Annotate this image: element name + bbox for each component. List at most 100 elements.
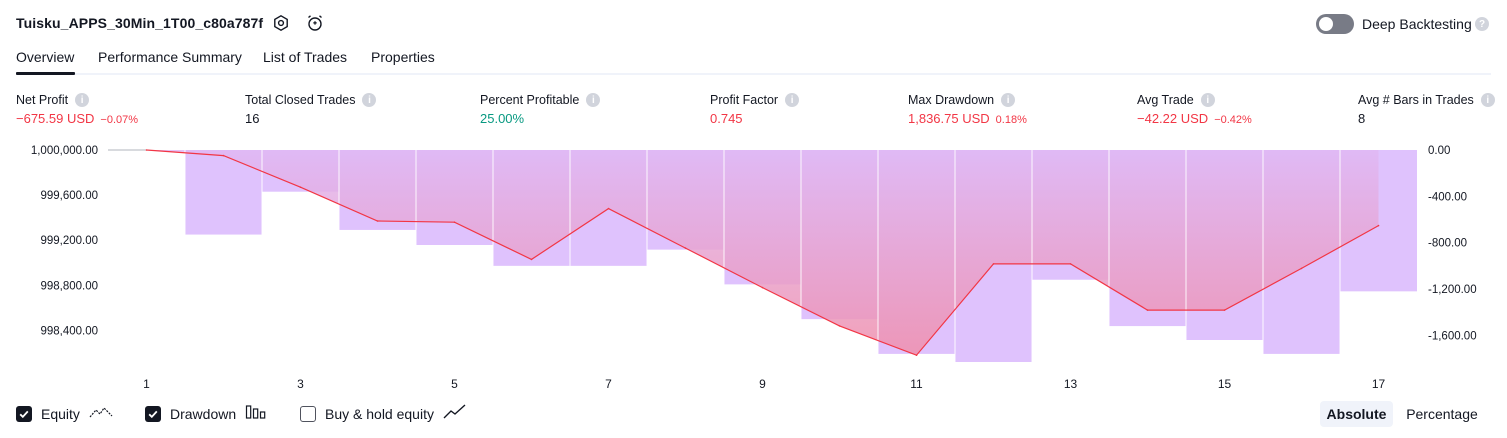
equity-point bbox=[376, 220, 379, 222]
legend-label: Equity bbox=[41, 405, 80, 422]
stat-max-drawdown: Max Drawdown i 1,836.75 USD 0.18% bbox=[908, 93, 1027, 126]
right-axis: 0.00 -400.00 -800.00 -1,200.00 -1,600.00 bbox=[1428, 145, 1477, 342]
stat-percent: 0.18% bbox=[995, 114, 1027, 126]
question-icon[interactable]: ? bbox=[1475, 17, 1489, 31]
equity-point bbox=[1377, 224, 1380, 227]
stat-label: Percent Profitable bbox=[480, 93, 580, 107]
info-icon[interactable]: i bbox=[75, 93, 90, 107]
info-icon[interactable]: i bbox=[362, 93, 377, 107]
legend-label: Drawdown bbox=[170, 405, 237, 422]
tab-performance-summary[interactable]: Performance Summary bbox=[98, 49, 242, 65]
x-axis: 1 3 5 7 9 11 13 15 17 bbox=[143, 377, 1385, 391]
gear-icon[interactable] bbox=[271, 13, 291, 33]
left-axis-tick-label: 999,600.00 bbox=[40, 190, 98, 202]
equity-area bbox=[146, 150, 1379, 356]
legend-buy-hold-equity[interactable]: Buy & hold equity bbox=[300, 403, 467, 424]
drawdown-checkbox[interactable] bbox=[145, 405, 161, 422]
equity-point bbox=[222, 154, 225, 157]
stat-value: 0.745 bbox=[710, 111, 743, 126]
x-axis-tick-label: 3 bbox=[297, 377, 304, 391]
stat-label: Total Closed Trades bbox=[245, 93, 356, 107]
info-icon[interactable]: i bbox=[785, 93, 800, 107]
strategy-header: Tuisku_APPS_30Min_1T00_c80a787f Deep Bac… bbox=[0, 0, 1507, 46]
percentage-mode-button[interactable]: Percentage bbox=[1406, 406, 1478, 422]
equity-area-fill bbox=[146, 150, 1379, 356]
x-axis-tick-label: 15 bbox=[1218, 377, 1232, 391]
equity-drawdown-chart[interactable]: 1,000,000.00 999,600.00 999,200.00 998,800.… bbox=[0, 138, 1507, 394]
stat-value: −42.22 USD bbox=[1137, 111, 1209, 126]
drawdown-bars-icon bbox=[245, 403, 267, 424]
legend-equity[interactable]: Equity bbox=[16, 403, 113, 424]
equity-point bbox=[145, 149, 148, 151]
info-icon[interactable]: i bbox=[586, 93, 601, 107]
buy-hold-checkbox[interactable] bbox=[300, 405, 316, 422]
stat-profit-factor: Profit Factor i 0.745 bbox=[710, 93, 800, 126]
stat-value: 1,836.75 USD bbox=[908, 111, 990, 126]
equity-point bbox=[915, 354, 918, 356]
tab-overview[interactable]: Overview bbox=[16, 49, 75, 65]
equity-point bbox=[684, 247, 687, 249]
stat-label: Profit Factor bbox=[710, 93, 779, 107]
right-axis-tick-label: -1,200.00 bbox=[1428, 284, 1477, 296]
info-icon[interactable]: i bbox=[1001, 93, 1016, 107]
left-axis-tick-label: 999,200.00 bbox=[40, 235, 98, 247]
absolute-mode-button[interactable]: Absolute bbox=[1320, 401, 1393, 427]
toggle-knob bbox=[1319, 17, 1333, 31]
stat-percent-profitable: Percent Profitable i 25.00% bbox=[480, 93, 601, 126]
strategy-title: Tuisku_APPS_30Min_1T00_c80a787f bbox=[16, 15, 264, 31]
stat-label: Max Drawdown bbox=[908, 93, 995, 107]
legend-drawdown[interactable]: Drawdown bbox=[145, 403, 267, 424]
equity-point bbox=[1223, 309, 1226, 311]
equity-checkbox[interactable] bbox=[16, 405, 32, 422]
stat-value: 16 bbox=[245, 111, 260, 126]
legend-label: Buy & hold equity bbox=[325, 405, 434, 422]
equity-point bbox=[607, 207, 610, 210]
left-axis-tick-label: 998,800.00 bbox=[40, 280, 98, 292]
equity-point bbox=[530, 258, 533, 261]
stat-label: Avg # Bars in Trades bbox=[1358, 93, 1474, 107]
tab-properties[interactable]: Properties bbox=[371, 49, 435, 65]
stat-label: Net Profit bbox=[16, 93, 69, 107]
right-axis-tick-label: -800.00 bbox=[1428, 238, 1467, 250]
stat-label: Avg Trade bbox=[1137, 93, 1194, 107]
right-axis-tick-label: -400.00 bbox=[1428, 191, 1467, 203]
equity-point bbox=[838, 325, 841, 327]
equity-point bbox=[453, 221, 456, 223]
equity-point bbox=[299, 186, 302, 188]
stat-value: 8 bbox=[1358, 111, 1366, 126]
deep-backtesting-label: Deep Backtesting bbox=[1362, 16, 1472, 32]
x-axis-tick-label: 17 bbox=[1372, 377, 1386, 391]
x-axis-tick-label: 9 bbox=[759, 377, 766, 391]
equity-point bbox=[1069, 263, 1072, 265]
stat-value: −675.59 USD bbox=[16, 111, 95, 126]
x-axis-tick-label: 1 bbox=[143, 377, 150, 391]
equity-line bbox=[108, 149, 1380, 356]
info-icon[interactable]: i bbox=[1480, 93, 1495, 107]
stat-avg-trade: Avg Trade i −42.22 USD −0.42% bbox=[1137, 93, 1252, 126]
equity-line-icon bbox=[89, 403, 113, 424]
equity-point bbox=[992, 263, 995, 265]
stat-total-closed-trades: Total Closed Trades i 16 bbox=[245, 93, 377, 126]
tab-list-of-trades[interactable]: List of Trades bbox=[263, 49, 348, 65]
left-axis-tick-label: 1,000,000.00 bbox=[31, 145, 98, 157]
equity-point bbox=[1146, 309, 1149, 311]
equity-point bbox=[761, 286, 764, 289]
x-axis-tick-label: 7 bbox=[605, 377, 612, 391]
right-axis-tick-label: 0.00 bbox=[1428, 145, 1450, 157]
vertical-grid bbox=[184, 150, 1341, 362]
x-axis-tick-label: 5 bbox=[451, 377, 458, 391]
equity-point bbox=[1300, 267, 1303, 270]
tab-divider bbox=[16, 73, 1491, 75]
stat-net-profit: Net Profit i −675.59 USD −0.07% bbox=[16, 93, 138, 126]
left-axis: 1,000,000.00 999,600.00 999,200.00 998,800.… bbox=[31, 145, 98, 337]
alarm-clock-plus-icon[interactable] bbox=[305, 13, 325, 33]
x-axis-tick-label: 13 bbox=[1064, 377, 1078, 391]
stat-avg-bars-in-trades: Avg # Bars in Trades i 8 bbox=[1358, 93, 1495, 126]
right-axis-tick-label: -1,600.00 bbox=[1428, 330, 1477, 342]
stat-percent: −0.42% bbox=[1214, 114, 1252, 126]
stat-percent: −0.07% bbox=[100, 114, 139, 126]
stat-value: 25.00% bbox=[480, 111, 525, 126]
info-icon[interactable]: i bbox=[1200, 93, 1215, 107]
x-axis-tick-label: 11 bbox=[910, 377, 923, 391]
deep-backtesting-toggle[interactable] bbox=[1316, 14, 1354, 34]
